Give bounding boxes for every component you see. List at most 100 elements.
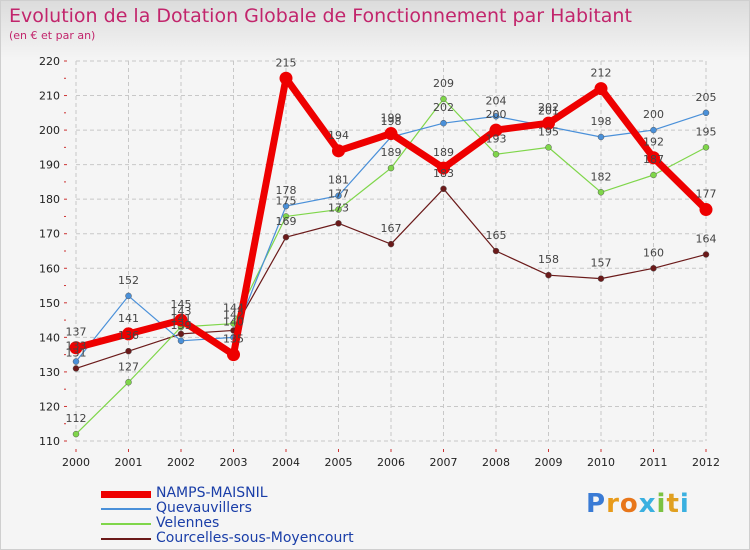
- x-tick-label: 2005: [325, 456, 353, 469]
- series-lines: [69, 71, 713, 438]
- data-label: 137: [66, 326, 87, 339]
- data-point: [69, 341, 83, 355]
- data-label: 193: [486, 132, 507, 145]
- y-tick-label: 180: [39, 193, 60, 206]
- data-label: 200: [643, 108, 664, 121]
- data-point: [437, 161, 450, 175]
- data-label: 215: [276, 56, 297, 69]
- data-point: [597, 133, 605, 141]
- x-tick-label: 2002: [167, 456, 195, 469]
- data-point: [647, 151, 660, 165]
- data-label: 158: [538, 253, 559, 266]
- data-label: 205: [696, 91, 717, 104]
- data-point: [335, 220, 342, 227]
- data-point: [545, 271, 552, 279]
- data-label: 143: [171, 305, 192, 318]
- legend-label: Courcelles-sous-Moyencourt: [156, 530, 354, 546]
- data-label: 175: [276, 194, 297, 207]
- axes: 110 120 130 140 150 160 170 180 190 200 210 220 2000…: [39, 55, 720, 469]
- data-point: [125, 347, 132, 355]
- x-tick-label: 2010: [587, 456, 615, 469]
- x-tick-label: 2011: [640, 456, 668, 469]
- data-point: [440, 119, 447, 127]
- x-tick-label: 2004: [272, 456, 300, 469]
- data-label: 142: [223, 308, 244, 321]
- data-label: 209: [433, 77, 454, 90]
- data-point: [650, 126, 657, 134]
- data-label: 152: [118, 274, 139, 287]
- data-point: [72, 365, 80, 372]
- data-label: 112: [66, 412, 87, 425]
- data-label: 141: [171, 312, 192, 325]
- x-tick-label: 2001: [115, 456, 143, 469]
- data-label: 198: [381, 115, 402, 128]
- x-tick-label: 2000: [62, 456, 90, 469]
- data-labels: 1371411451352151941991892002022121921771…: [66, 56, 717, 425]
- y-tick-label: 140: [39, 331, 60, 344]
- data-label: 139: [171, 319, 192, 332]
- data-point: [650, 171, 657, 179]
- data-label: 189: [381, 146, 402, 159]
- data-point: [492, 113, 500, 120]
- y-tick-label: 210: [39, 90, 60, 103]
- data-label: 182: [591, 170, 612, 183]
- data-point: [702, 109, 710, 117]
- data-point: [702, 144, 710, 151]
- data-point: [545, 144, 552, 151]
- y-tick-label: 220: [39, 55, 60, 68]
- data-point: [282, 213, 290, 220]
- data-point: [122, 327, 135, 341]
- legend-label: Velennes: [156, 515, 220, 531]
- data-label: 177: [328, 188, 349, 201]
- proxiti-logo: Proxiti: [586, 489, 690, 519]
- data-label: 173: [328, 201, 349, 214]
- data-point: [279, 71, 293, 85]
- data-point: [594, 82, 608, 96]
- data-point: [384, 127, 398, 141]
- y-tick-label: 160: [39, 262, 60, 275]
- y-tick-label: 200: [39, 124, 60, 137]
- data-label: 194: [328, 129, 349, 142]
- data-label: 204: [486, 94, 507, 107]
- data-label: 144: [223, 302, 244, 315]
- data-point: [227, 348, 240, 362]
- data-point: [699, 203, 713, 217]
- x-tick-label: 2007: [430, 456, 458, 469]
- data-label: 164: [696, 232, 717, 245]
- data-label: 183: [433, 167, 454, 180]
- data-point: [72, 430, 80, 438]
- data-label: 145: [171, 298, 192, 311]
- data-label: 201: [538, 105, 559, 118]
- chart-plot: 110 120 130 140 150 160 170 180 190 200 210 220 2000…: [39, 55, 720, 469]
- data-point: [440, 185, 447, 193]
- legend-swatch: [101, 508, 151, 510]
- data-point: [125, 292, 132, 300]
- y-tick-label: 190: [39, 159, 60, 172]
- data-point: [125, 379, 132, 386]
- data-point: [387, 164, 395, 172]
- data-label: 133: [66, 340, 87, 353]
- data-point: [332, 144, 345, 158]
- data-point: [542, 116, 555, 130]
- x-tick-label: 2009: [535, 456, 563, 469]
- data-point: [335, 206, 342, 213]
- data-label: 141: [118, 312, 139, 325]
- data-label: 181: [328, 174, 349, 187]
- data-label: 178: [276, 184, 297, 197]
- data-label: 157: [591, 257, 612, 270]
- data-label: 195: [696, 125, 717, 138]
- data-point: [282, 202, 290, 210]
- data-label: 212: [591, 67, 612, 80]
- y-tick-label: 120: [39, 400, 60, 413]
- y-tick-label: 170: [39, 228, 60, 241]
- data-point: [177, 337, 185, 345]
- data-label: 202: [433, 101, 454, 114]
- data-point: [440, 95, 447, 103]
- data-label: 127: [118, 360, 139, 373]
- x-tick-label: 2006: [377, 456, 405, 469]
- data-point: [702, 251, 710, 258]
- data-point: [489, 123, 503, 137]
- data-label: 192: [643, 136, 664, 149]
- data-label: 135: [223, 333, 244, 346]
